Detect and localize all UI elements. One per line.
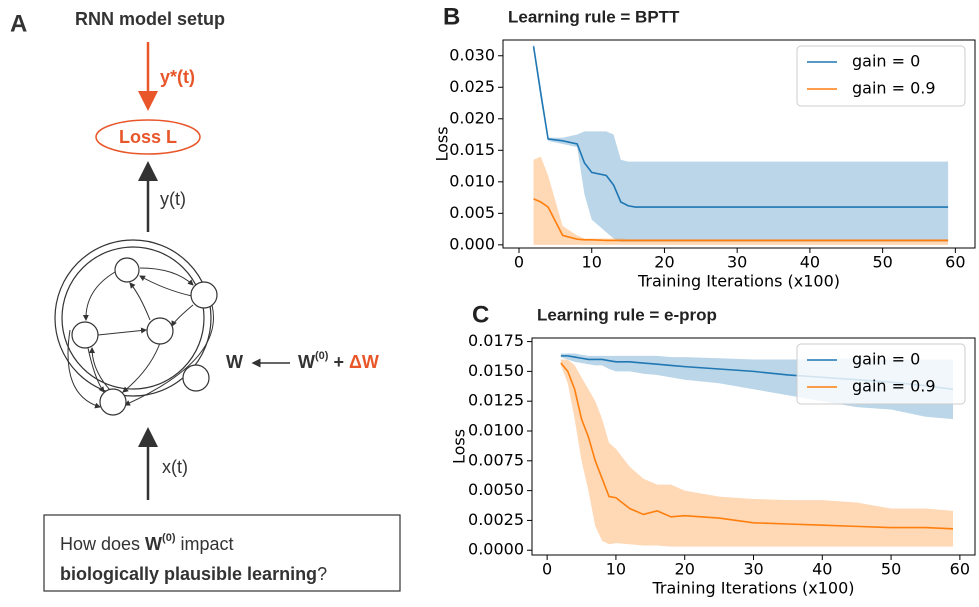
- q-sup: (0): [162, 532, 176, 544]
- panel-label: B: [443, 3, 460, 30]
- x-tick-label: 20: [654, 253, 674, 272]
- weight-label: W: [226, 352, 243, 372]
- y-axis-label: Loss: [450, 429, 469, 464]
- chart: B Learning rule = BPTT 0.000 0.005 0.010 0.01…: [433, 3, 976, 290]
- q-post: impact: [176, 534, 234, 554]
- figure: A RNN model setup y*(t) Loss L y(t) W W(…: [0, 0, 979, 607]
- y-tick-label: 0.0175: [468, 331, 524, 350]
- init-w: W: [298, 352, 315, 372]
- x-tick-label: 30: [727, 253, 747, 272]
- legend-label: gain = 0.9: [852, 79, 936, 98]
- init-sup: (0): [315, 350, 329, 362]
- chart: C Learning rule = e-prop 0.0000 0.0025 0.005…: [450, 301, 976, 597]
- panel-label: A: [10, 10, 27, 37]
- x-axis-label: Training Iterations (x100): [652, 579, 855, 598]
- x-axis-label: Training Iterations (x100): [637, 272, 840, 291]
- y-tick-label: 0.010: [449, 171, 495, 190]
- diagram: A RNN model setup y*(t) Loss L y(t) W W(…: [10, 9, 400, 591]
- init-delta: ΔW: [349, 352, 379, 372]
- legend-label: gain = 0: [852, 350, 920, 369]
- page: A RNN model setup y*(t) Loss L y(t) W W(…: [0, 0, 979, 607]
- x-tick-label: 60: [945, 253, 965, 272]
- y-tick-label: 0.030: [449, 45, 495, 64]
- q-w: W: [145, 534, 162, 554]
- chart-title: Learning rule = BPTT: [508, 7, 680, 26]
- q-end: ?: [317, 564, 327, 584]
- y-tick-label: 0.0000: [468, 540, 524, 559]
- y-tick-label: 0.020: [449, 108, 495, 127]
- q-bold: biologically plausible learning: [60, 564, 317, 584]
- x-tick-label: 40: [812, 560, 832, 579]
- y-tick-label: 0.005: [449, 203, 495, 222]
- x-tick-label: 20: [675, 560, 695, 579]
- init-plus: +: [328, 352, 349, 372]
- legend-label: gain = 0.9: [852, 377, 936, 396]
- panel-label: C: [472, 301, 489, 328]
- y-tick-label: 0.0075: [468, 450, 524, 469]
- x-tick-label: 40: [800, 253, 820, 272]
- x-tick-label: 30: [743, 560, 763, 579]
- q-pre: How does: [60, 534, 145, 554]
- output-label: y(t): [160, 189, 186, 209]
- question-line2: biologically plausible learning?: [60, 564, 327, 584]
- x-tick-label: 60: [950, 560, 970, 579]
- chart-title: Learning rule = e-prop: [537, 305, 717, 324]
- loss-label: Loss L: [119, 127, 177, 147]
- y-axis-label: Loss: [433, 126, 452, 161]
- y-tick-label: 0.025: [449, 77, 495, 96]
- init-weight: W(0) + ΔW: [298, 350, 379, 372]
- y-tick-label: 0.0050: [468, 480, 524, 499]
- y-tick-label: 0.0150: [468, 361, 524, 380]
- input-label: x(t): [162, 457, 188, 477]
- x-tick-label: 0: [542, 560, 552, 579]
- y-tick-label: 0.000: [449, 234, 495, 253]
- x-tick-label: 50: [872, 253, 892, 272]
- question-line1: How does W(0) impact: [60, 532, 234, 554]
- x-tick-label: 10: [582, 253, 602, 272]
- y-tick-label: 0.0100: [468, 421, 524, 440]
- x-tick-label: 0: [514, 253, 524, 272]
- y-tick-label: 0.0125: [468, 391, 524, 410]
- nodes: [72, 258, 217, 415]
- target-label: y*(t): [160, 67, 195, 87]
- legend-label: gain = 0: [852, 52, 920, 71]
- y-tick-label: 0.0025: [468, 510, 524, 529]
- y-tick-label: 0.015: [449, 140, 495, 159]
- x-tick-label: 50: [881, 560, 901, 579]
- x-tick-label: 10: [606, 560, 626, 579]
- diagram-title: RNN model setup: [75, 9, 225, 29]
